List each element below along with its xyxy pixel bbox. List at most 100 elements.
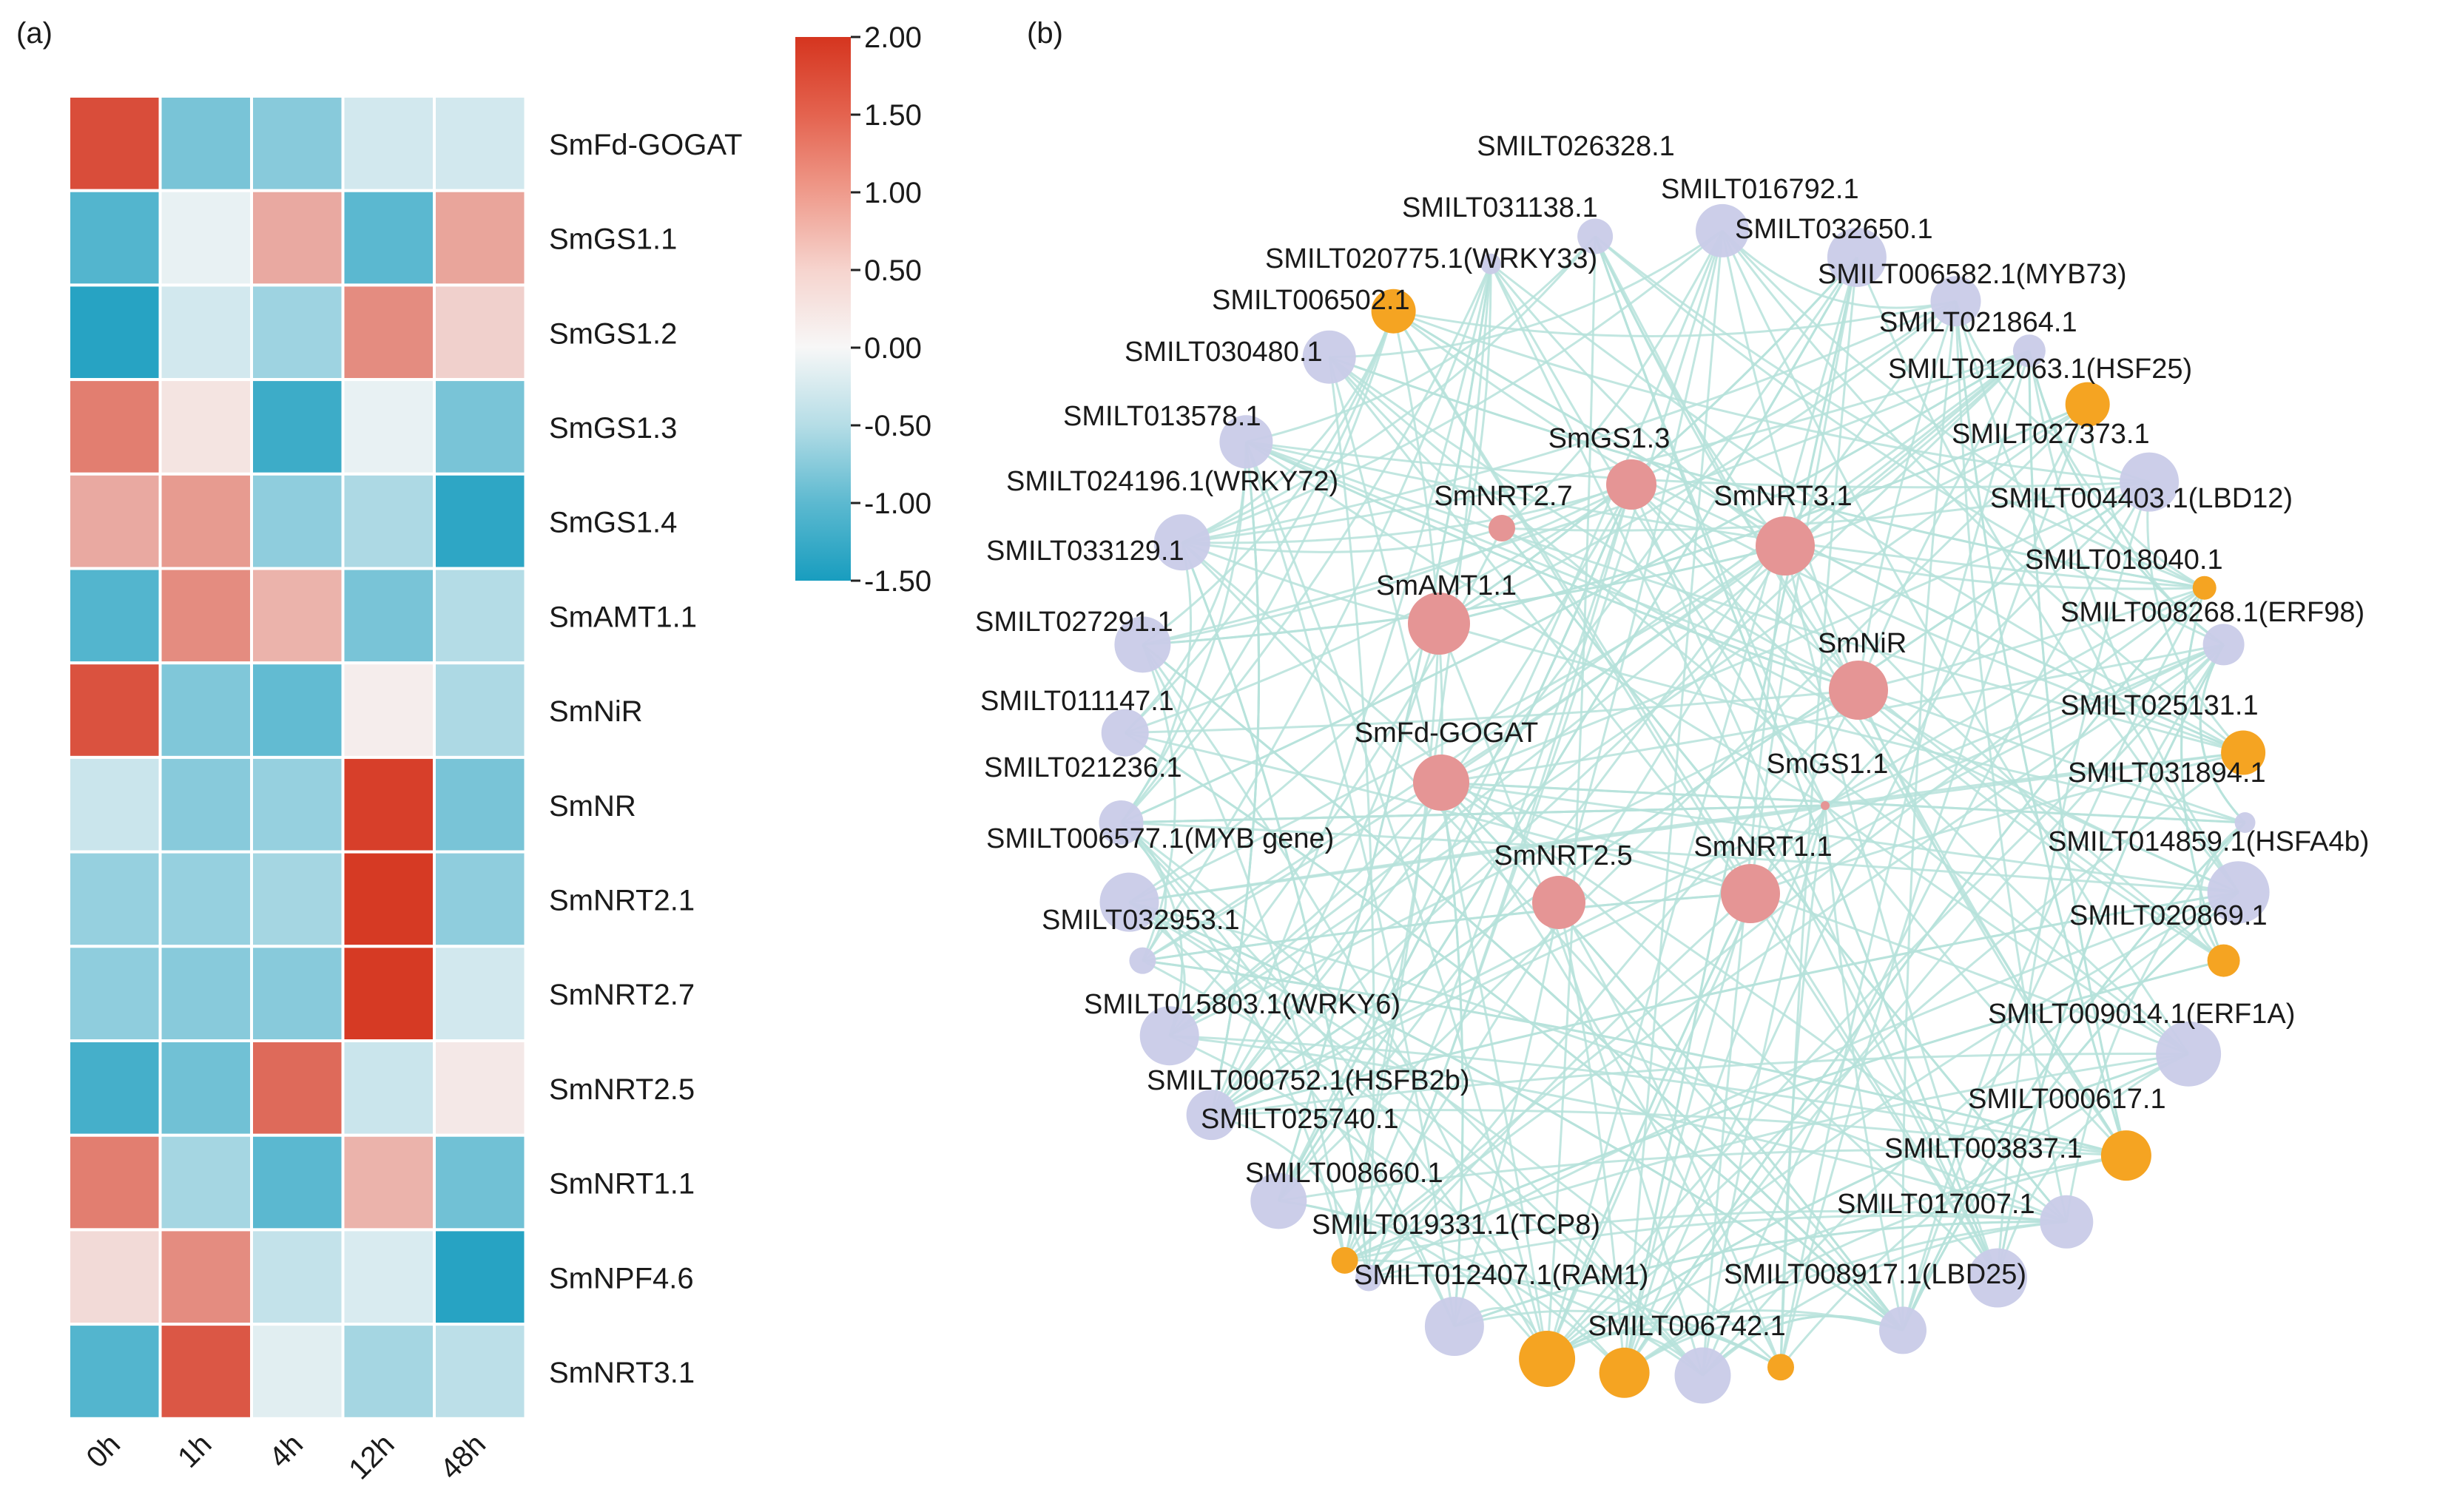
heatmap-cell-smnrt3-1-1h: [158, 1323, 253, 1420]
network-edge: [2199, 821, 2246, 962]
node-label-smilt016792-1: SMILT016792.1: [1661, 174, 1859, 205]
network-edge: [1702, 805, 1827, 1376]
heatmap-cell-smnrt1-1-0h: [67, 1133, 162, 1232]
heatmap-row-label: SmNRT2.7: [549, 979, 695, 1011]
network-edge: [1210, 623, 1440, 1116]
heatmap-cell-smgs1-4-4h: [250, 472, 345, 570]
heatmap-cell-smnrt2-7-12h: [341, 945, 436, 1043]
network-edge: [1328, 357, 1548, 1360]
color-scale-tick-label: -1.00: [864, 487, 931, 520]
network-edge: [1437, 623, 1704, 1376]
node-smilt031138-1: [1480, 253, 1502, 274]
heatmap-cell-smnrt3-1-4h: [250, 1323, 345, 1420]
network-edge: [1211, 1113, 1370, 1278]
heatmap-cell-smnr-48h: [433, 755, 527, 854]
network-edge: [1784, 544, 2205, 590]
heatmap-cell-smfd-gogat-4h: [250, 95, 345, 192]
network-edge: [1328, 357, 1375, 1278]
node-smilt011147-1: [1099, 872, 1159, 932]
node-label-smilt017007-1: SMILT017007.1: [1837, 1189, 2035, 1220]
node-smilt030480-1: [1219, 415, 1273, 469]
node-label-smilt033129-1: SMILT033129.1: [986, 536, 1184, 567]
node-smilt008917-1-lbd25: [1767, 1354, 1794, 1381]
heatmap-cell-smgs1-4-12h: [341, 472, 436, 570]
node-label-smilt032953-1: SMILT032953.1: [1042, 905, 1240, 936]
network-edge: [1344, 587, 2205, 1262]
heatmap-column-label: 12h: [343, 1428, 400, 1485]
network-edge: [1245, 440, 2244, 754]
network-edge: [1182, 527, 1503, 553]
node-smnrt3-1: [1756, 516, 1815, 576]
node-smilt013578-1: [1153, 514, 1210, 571]
heatmap-cell-smfd-gogat-12h: [341, 95, 436, 192]
network-edge: [1454, 1221, 2067, 1328]
node-smilt003837-1: [1968, 1248, 2027, 1308]
network-edge: [2199, 644, 2246, 824]
heatmap-cell-smamt1-1-12h: [341, 567, 436, 665]
network-edge: [1749, 481, 2151, 894]
node-smilt006742-1: [1674, 1347, 1731, 1404]
node-label-smilt021236-1: SMILT021236.1: [984, 752, 1182, 783]
heatmap-cell-smnr-1h: [158, 755, 253, 854]
node-label-smilt030480-1: SMILT030480.1: [1125, 337, 1323, 368]
panel-b-label: (b): [1027, 17, 1063, 50]
heatmap-cell-smnrt2-1-48h: [433, 850, 527, 948]
node-smgs1-1: [1821, 801, 1830, 810]
heatmap-cell-smfd-gogat-1h: [158, 95, 253, 192]
heatmap-cell-smnrt3-1-12h: [341, 1323, 436, 1420]
heatmap-row-label: SmFd-GOGAT: [549, 129, 742, 161]
color-scale-bar: 2.00 1.50 1.00 0.50 0.00 -0.50 -1.00 -1.50: [795, 21, 931, 598]
heatmap-cell-smnrt2-7-4h: [250, 945, 345, 1043]
heatmap-cell-smnrt2-5-48h: [433, 1039, 527, 1137]
heatmap-cell-smgs1-3-4h: [250, 378, 345, 476]
network-edge: [1594, 235, 1999, 1279]
network-edge: [1750, 752, 2244, 895]
heatmap-cell-smnpf4-6-4h: [250, 1228, 345, 1326]
heatmap-cell-smnrt2-1-4h: [250, 850, 345, 948]
network-edge: [1210, 481, 2150, 1116]
network-edge: [1721, 229, 1956, 309]
network-edge: [1142, 544, 1786, 646]
heatmap-cell-smnrt1-1-1h: [158, 1133, 253, 1232]
heatmap-column-label: 0h: [81, 1428, 127, 1474]
network-edge: [1368, 1274, 1781, 1368]
node-label-smgs1-3: SmGS1.3: [1548, 423, 1671, 454]
network-edge: [1211, 891, 2239, 1116]
node-label-smilt015803-1-wrky6: SMILT015803.1(WRKY6): [1084, 989, 1400, 1020]
heatmap-cell-smnrt1-1-12h: [341, 1133, 436, 1232]
network-edge: [1367, 689, 1860, 1279]
network-edge: [1245, 441, 1826, 807]
network-edge: [1557, 902, 1782, 1368]
network-edge: [1169, 1034, 2127, 1157]
heatmap-cell-smnrt2-5-4h: [250, 1039, 345, 1137]
node-smilt008268-1-erf98: [2221, 730, 2266, 775]
heatmap-cell-smgs1-3-1h: [158, 378, 253, 476]
network-edge: [1393, 310, 2150, 484]
heatmap-row-label: SmNRT1.1: [549, 1168, 695, 1201]
node-smfd-gogat: [1413, 755, 1469, 811]
node-label-smilt004403-1-lbd12: SMILT004403.1(LBD12): [1990, 483, 2293, 514]
network-edge: [1901, 891, 2239, 1332]
node-label-smilt031138-1: SMILT031138.1: [1402, 192, 1598, 223]
network-edge: [1168, 527, 1503, 1037]
heatmap-cell-smgs1-4-48h: [433, 472, 527, 570]
node-smilt024196-1-wrky72: [1114, 616, 1171, 673]
network-edge: [1142, 350, 2030, 962]
network-edge: [1246, 440, 2205, 590]
network-edge: [2028, 351, 2239, 894]
heatmap-cell-smnrt2-1-0h: [67, 850, 162, 948]
network-edge: [1779, 404, 2089, 1368]
node-label-smfd-gogat: SmFd-GOGAT: [1355, 718, 1538, 749]
network-edge: [1128, 544, 1786, 903]
panel-a-label: (a): [16, 17, 53, 50]
color-scale-ticks: 2.00 1.50 1.00 0.50 0.00 -0.50 -1.00 -1.50: [851, 21, 931, 598]
heatmap-cell-smamt1-1-1h: [158, 567, 253, 665]
color-scale-tick-label: 1.50: [864, 99, 922, 132]
network-edge: [1182, 300, 1957, 544]
network-edge: [1440, 481, 2150, 784]
network-edge: [1328, 356, 2190, 1055]
network-edge: [1702, 1314, 1904, 1377]
node-label-smnrt1-1: SmNRT1.1: [1693, 831, 1832, 863]
color-scale-tick-label: 0.00: [864, 332, 922, 365]
network-edge: [1857, 689, 2225, 962]
